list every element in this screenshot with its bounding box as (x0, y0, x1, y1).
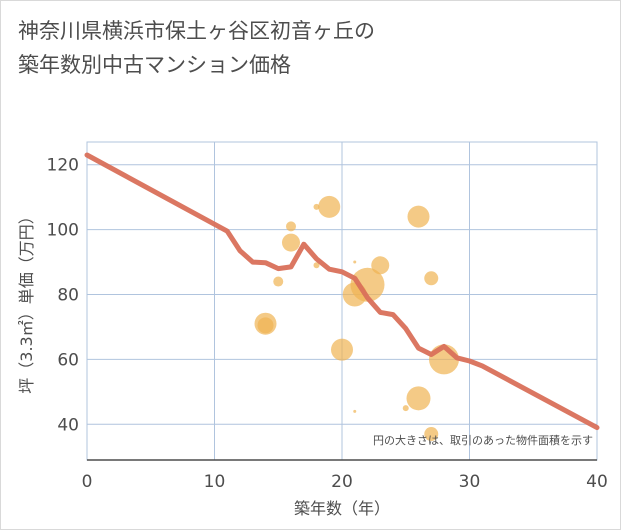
x-tick-label-20: 20 (331, 472, 353, 492)
bubble-point-3 (286, 221, 296, 232)
trend-line (84, 152, 600, 431)
y-tick-label-120: 120 (47, 156, 79, 176)
chart-title-line-1: 神奈川県横浜市保土ヶ谷区初音ヶ丘の (18, 19, 375, 43)
x-tick-label-30: 30 (459, 472, 481, 492)
bubble-point-12 (350, 267, 385, 302)
bubble-point-8 (331, 338, 353, 361)
bubble-point-6 (313, 203, 320, 210)
bubble-point-10 (353, 260, 357, 264)
axis-ticks: 0 10 20 30 40 40 60 80 100 120 (47, 156, 608, 492)
bubble-point-13 (371, 256, 390, 275)
x-tick-label-40: 40 (586, 472, 608, 492)
bubble-point-1 (257, 317, 274, 334)
bubble-series (254, 195, 459, 442)
y-tick-label-100: 100 (47, 221, 79, 241)
bubble-point-15 (407, 205, 430, 228)
y-tick-label-40: 40 (57, 415, 79, 435)
bubble-point-17 (424, 271, 439, 286)
chart-title: 神奈川県横浜市保土ヶ谷区初音ヶ丘の 築年数別中古マンション価格 (18, 14, 375, 82)
bubble-point-14 (402, 405, 409, 412)
chart-title-line-2: 築年数別中古マンション価格 (18, 53, 291, 77)
bubble-point-5 (313, 262, 320, 269)
bubble-point-16 (406, 386, 431, 411)
grid (86, 141, 598, 461)
y-tick-label-60: 60 (57, 350, 79, 370)
bubble-size-note: 円の大きさは、取引のあった物件面積を示す (373, 433, 593, 447)
bubble-point-4 (282, 233, 300, 252)
x-tick-label-10: 10 (204, 472, 226, 492)
x-axis-label: 築年数（年） (294, 499, 390, 518)
bubble-point-18 (424, 427, 439, 442)
bubble-point-11 (353, 409, 357, 413)
x-tick-label-0: 0 (82, 472, 93, 492)
bubble-point-2 (273, 276, 284, 287)
bubble-point-7 (318, 195, 341, 218)
y-axis-label: 坪（3.3㎡）単価（万円） (17, 208, 36, 393)
y-tick-label-80: 80 (57, 286, 79, 306)
trend-line-series (84, 152, 600, 431)
